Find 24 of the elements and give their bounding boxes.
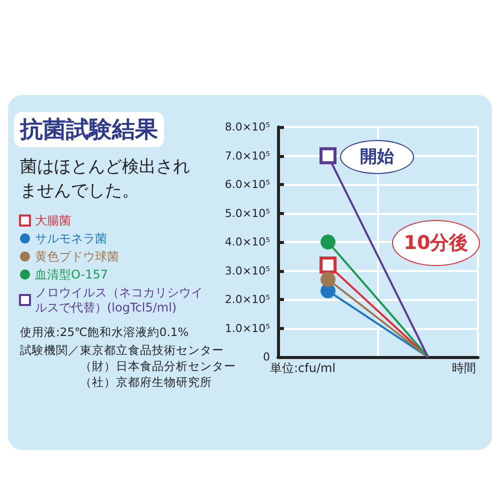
- y-tick-label: 0: [263, 350, 270, 364]
- y-tick-label: 3.0×10⁵: [224, 264, 270, 278]
- text: 試験機関／東京都立食品技術センター: [20, 343, 224, 358]
- y-tick-label: 5.0×10⁵: [224, 206, 270, 220]
- y-tick-label: 8.0×10⁵: [224, 120, 270, 134]
- annotation: 10分後: [392, 220, 480, 266]
- x-axis-title: 時間: [452, 361, 476, 375]
- annotation: 開始: [340, 140, 414, 174]
- text: （財）日本食品分析センター: [80, 359, 236, 374]
- legend-label: サルモネラ菌: [35, 232, 107, 246]
- legend-label: ノロウイルス（ネコカリシウイルスで代替）(logTcl5/ml): [35, 286, 203, 314]
- legend-label: 血清型O-157: [35, 268, 108, 282]
- y-tick-label: 2.0×10⁵: [224, 293, 270, 306]
- y-tick-label: 4.0×10⁵: [224, 236, 270, 248]
- legend-label: 大腸菌: [35, 214, 71, 228]
- text: （社）京都府生物研究所: [80, 375, 212, 390]
- text: 菌はほとんど検出されませんでした。: [20, 156, 191, 203]
- y-tick-label: 6.0×10⁵: [224, 178, 270, 191]
- text: 単位:cfu/ml: [270, 361, 336, 377]
- legend-label: 黄色ブドウ球菌: [35, 250, 119, 264]
- text: 使用液:25℃飽和水溶液約0.1%: [20, 325, 189, 340]
- y-tick-label: 1.0×10⁵: [224, 322, 270, 335]
- text: 抗菌試験結果: [14, 112, 164, 147]
- y-tick-label: 7.0×10⁵: [224, 149, 270, 162]
